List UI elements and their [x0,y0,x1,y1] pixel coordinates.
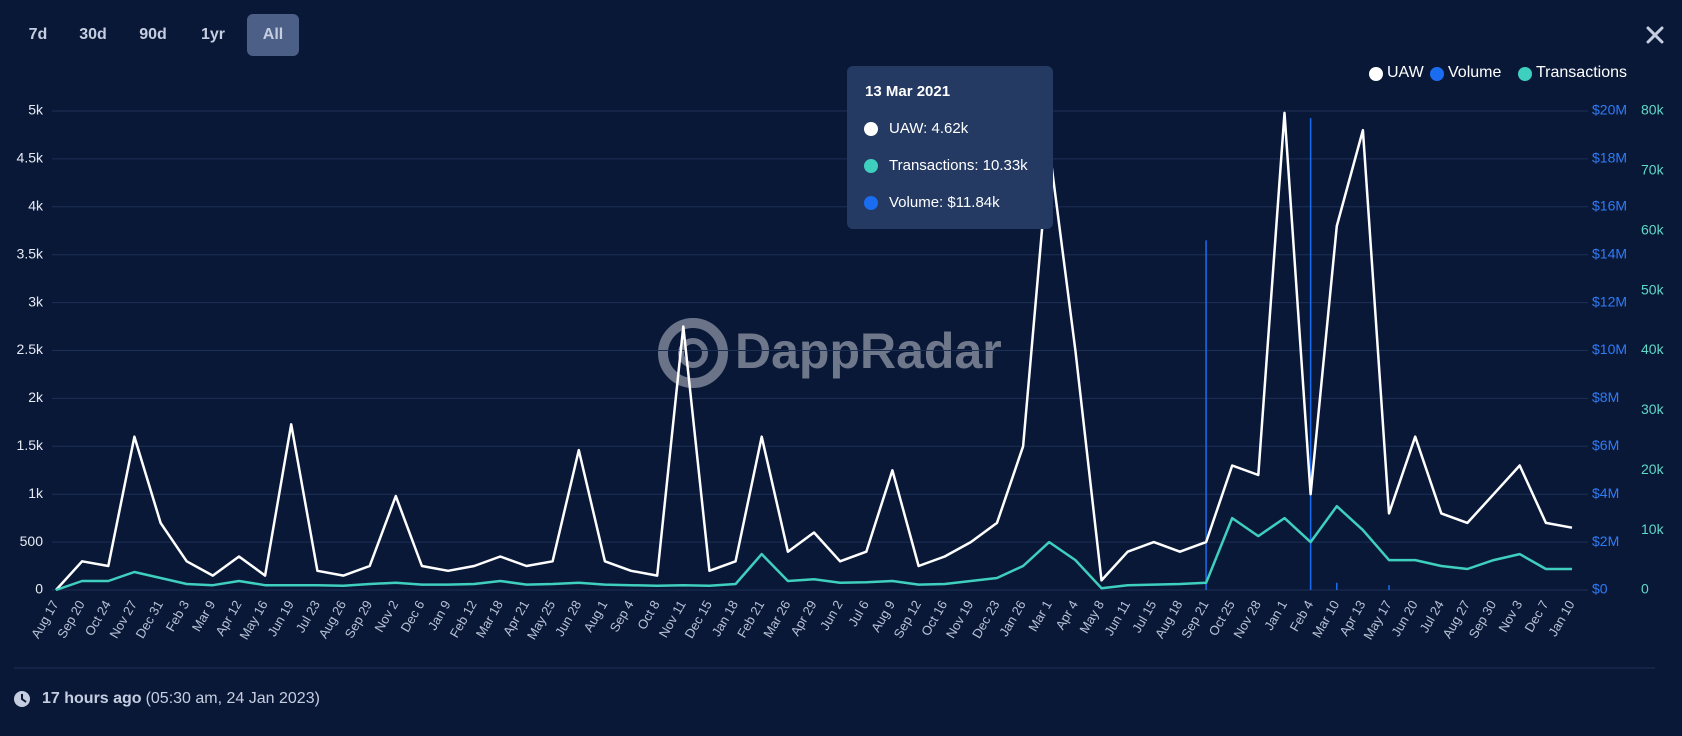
range-button[interactable]: 90d [139,26,167,43]
y-tick-label: 0 [35,581,43,597]
tooltip-item: Transactions: 10.33k [889,157,1028,174]
y3-tick-label: 30k [1641,401,1665,417]
range-button[interactable]: 7d [29,26,48,43]
y-tick-label: 2.5k [17,341,44,357]
y3-tick-label: 0 [1641,581,1649,597]
legend-swatch [1518,67,1532,81]
series-line [55,111,1573,591]
legend-label: UAW [1387,64,1425,81]
range-button-label: 90d [139,26,167,43]
y2-tick-label: $4M [1592,485,1619,501]
y-tick-label: 2k [28,389,44,405]
watermark: DappRadar [658,318,1002,388]
y3-tick-label: 40k [1641,341,1665,357]
tooltip-title: 13 Mar 2021 [865,83,950,100]
legend: UAW Volume Transactions [1369,64,1627,81]
tooltip-item: Volume: $11.84k [889,194,1000,211]
legend-item[interactable]: Volume [1430,64,1501,81]
legend-swatch [1430,67,1444,81]
y2-tick-label: $20M [1592,102,1627,118]
volume-bar [1388,585,1390,590]
y3-tick-label: 80k [1641,102,1665,118]
range-button[interactable]: All [247,14,299,56]
y3-tick-label: 50k [1641,281,1665,297]
close-stroke [1646,26,1664,44]
y2-tick-label: $6M [1592,437,1619,453]
range-buttons: 7d 30d 90d 1yr All [29,14,299,56]
y-tick-label: 1.5k [17,437,44,453]
y2-tick-label: $8M [1592,389,1619,405]
range-button[interactable]: 30d [79,26,107,43]
y-tick-label: 500 [20,533,44,549]
clock-hands [21,694,27,703]
range-button-label: 30d [79,26,107,43]
tooltip-item: UAW: 4.62k [889,120,969,137]
tooltip-swatch [864,159,878,173]
y2-tick-label: $16M [1592,198,1627,214]
range-button-label: 1yr [201,26,225,43]
y-tick-label: 3k [28,293,44,309]
y2-tick-label: $0 [1592,581,1608,597]
watermark-text: DappRadar [735,323,1002,379]
volume-bar [1309,118,1312,590]
y-tick-label: 4k [28,198,44,214]
y2-tick-label: $18M [1592,150,1627,166]
range-button-label: All [263,26,283,43]
y2-tick-label: $10M [1592,341,1627,357]
legend-item[interactable]: UAW [1369,64,1425,81]
updated-time: 17 hours ago (05:30 am, 24 Jan 2023) [42,690,320,707]
updated-relative: 17 hours ago [42,690,142,707]
y3-tick-label: 10k [1641,521,1665,537]
legend-label: Volume [1448,64,1501,81]
range-button-bg [247,14,299,56]
y-tick-label: 1k [28,485,44,501]
tooltip: 13 Mar 2021 UAW: 4.62k Transactions: 10.3… [847,66,1053,229]
clock-icon [14,691,30,707]
y3-tick-label: 20k [1641,461,1665,477]
y2-tick-label: $2M [1592,533,1619,549]
y3-tick-label: 60k [1641,221,1665,237]
series-line [55,504,1572,592]
y-tick-label: 5k [28,102,44,118]
y-tick-label: 4.5k [17,150,44,166]
tooltip-swatch [864,196,878,210]
y3-tick-label: 70k [1641,162,1665,178]
y-tick-label: 3.5k [17,245,44,261]
volume-bar [1205,240,1207,590]
y2-tick-label: $14M [1592,245,1627,261]
legend-label: Transactions [1536,64,1627,81]
range-button[interactable]: 1yr [201,26,225,43]
close-button[interactable] [1646,26,1664,44]
range-button-label: 7d [29,26,48,43]
tooltip-box [847,66,1053,229]
tooltip-swatch [864,122,878,136]
watermark-logo [658,318,728,388]
legend-item[interactable]: Transactions [1518,64,1627,81]
y2-tick-label: $12M [1592,293,1627,309]
legend-swatch [1369,67,1383,81]
updated-absolute: (05:30 am, 24 Jan 2023) [146,690,320,707]
volume-bar [1336,582,1338,590]
